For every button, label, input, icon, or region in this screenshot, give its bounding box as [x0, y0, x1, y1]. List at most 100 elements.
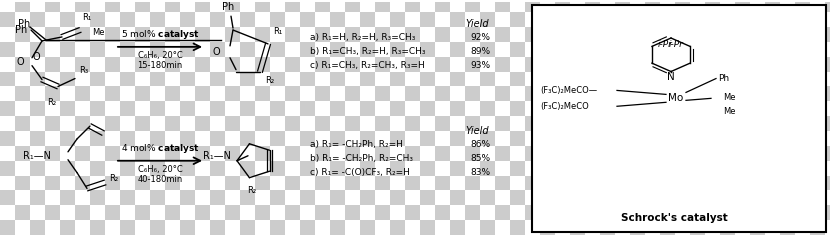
- Bar: [240, 131, 255, 146]
- Bar: [135, 205, 150, 220]
- Bar: [390, 72, 405, 86]
- Bar: [75, 146, 90, 161]
- Bar: [480, 72, 495, 86]
- Bar: [300, 42, 315, 57]
- Bar: [495, 86, 510, 101]
- Bar: [720, 161, 735, 176]
- Bar: [705, 86, 720, 101]
- Bar: [570, 190, 585, 205]
- Bar: [405, 27, 420, 42]
- Bar: [525, 86, 540, 101]
- Text: O: O: [212, 47, 220, 57]
- Text: R₁: R₁: [82, 13, 91, 22]
- Bar: [0, 42, 15, 57]
- Bar: [75, 27, 90, 42]
- Bar: [750, 42, 765, 57]
- Bar: [45, 205, 60, 220]
- Bar: [210, 131, 225, 146]
- Bar: [405, 205, 420, 220]
- Bar: [105, 86, 120, 101]
- Bar: [660, 161, 675, 176]
- Bar: [15, 176, 30, 190]
- Bar: [540, 220, 555, 235]
- Bar: [825, 116, 830, 131]
- Bar: [645, 116, 660, 131]
- Bar: [165, 0, 180, 12]
- Bar: [120, 72, 135, 86]
- Bar: [300, 12, 315, 27]
- Bar: [120, 161, 135, 176]
- Bar: [270, 220, 285, 235]
- Bar: [60, 12, 75, 27]
- Bar: [15, 205, 30, 220]
- Bar: [660, 12, 675, 27]
- Bar: [495, 176, 510, 190]
- Bar: [480, 101, 495, 116]
- Bar: [180, 12, 195, 27]
- Text: O: O: [32, 52, 40, 62]
- Bar: [660, 131, 675, 146]
- Bar: [735, 176, 750, 190]
- Bar: [30, 220, 45, 235]
- Bar: [510, 190, 525, 205]
- Bar: [720, 12, 735, 27]
- Text: R₂: R₂: [265, 76, 274, 85]
- Text: (F₃C)₂MeCO—: (F₃C)₂MeCO—: [540, 86, 597, 95]
- Bar: [315, 57, 330, 72]
- Bar: [630, 190, 645, 205]
- Bar: [705, 57, 720, 72]
- Bar: [165, 86, 180, 101]
- Bar: [225, 86, 240, 101]
- Bar: [495, 205, 510, 220]
- Bar: [645, 146, 660, 161]
- Bar: [645, 27, 660, 42]
- Bar: [510, 42, 525, 57]
- Bar: [810, 72, 825, 86]
- Bar: [465, 27, 480, 42]
- Bar: [105, 176, 120, 190]
- Bar: [615, 176, 630, 190]
- Bar: [240, 42, 255, 57]
- Bar: [720, 190, 735, 205]
- Bar: [735, 57, 750, 72]
- Bar: [330, 220, 345, 235]
- Bar: [600, 101, 615, 116]
- Bar: [225, 146, 240, 161]
- Bar: [780, 161, 795, 176]
- Text: R₁: R₁: [273, 27, 282, 36]
- Text: C₆H₆, 20°C: C₆H₆, 20°C: [138, 165, 183, 174]
- Bar: [315, 116, 330, 131]
- Bar: [45, 57, 60, 72]
- Bar: [825, 86, 830, 101]
- Bar: [450, 72, 465, 86]
- Bar: [780, 101, 795, 116]
- Bar: [465, 146, 480, 161]
- Bar: [195, 146, 210, 161]
- Bar: [720, 101, 735, 116]
- Bar: [30, 161, 45, 176]
- Bar: [420, 161, 435, 176]
- Text: 4 mol% $\mathbf{catalyst}$: 4 mol% $\mathbf{catalyst}$: [120, 142, 199, 155]
- Bar: [690, 161, 705, 176]
- Bar: [330, 161, 345, 176]
- Bar: [765, 116, 780, 131]
- Bar: [570, 131, 585, 146]
- Bar: [570, 220, 585, 235]
- Bar: [480, 131, 495, 146]
- Bar: [675, 86, 690, 101]
- Bar: [690, 220, 705, 235]
- Bar: [585, 86, 600, 101]
- Bar: [555, 205, 570, 220]
- Bar: [390, 220, 405, 235]
- Bar: [195, 27, 210, 42]
- Bar: [555, 146, 570, 161]
- Bar: [315, 146, 330, 161]
- Bar: [525, 176, 540, 190]
- Bar: [375, 0, 390, 12]
- Bar: [225, 0, 240, 12]
- Bar: [360, 12, 375, 27]
- Bar: [315, 176, 330, 190]
- Bar: [450, 131, 465, 146]
- Bar: [150, 42, 165, 57]
- Bar: [780, 42, 795, 57]
